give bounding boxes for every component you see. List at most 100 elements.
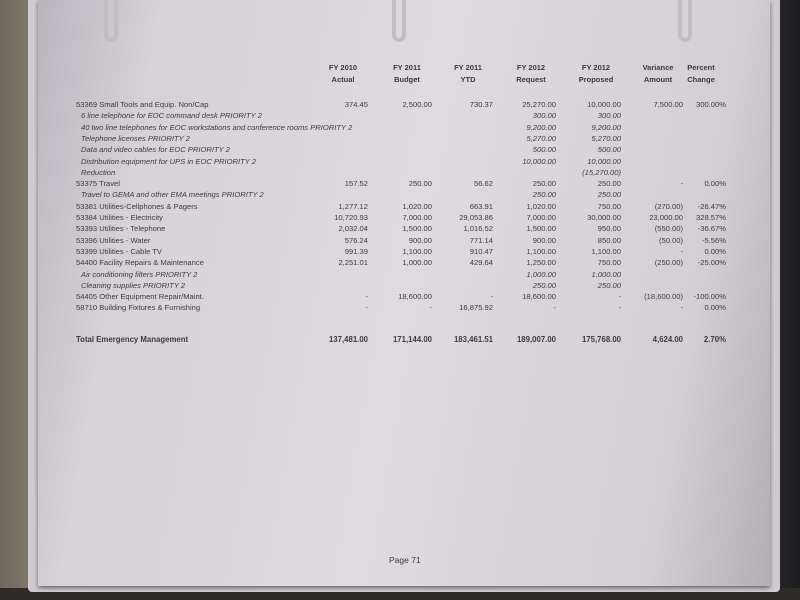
header-text: Proposed [578, 75, 614, 84]
cell-fy2010-actual: 576.24 [344, 235, 368, 245]
header-text: Amount [643, 75, 673, 84]
cell-fy2012-proposed: 500.00 [597, 145, 621, 155]
cell-variance-amount: (50.00) [658, 235, 683, 245]
cell-fy2012-proposed: 5,270.00 [591, 133, 621, 143]
row-label: 53396 Utilities - Water [76, 235, 151, 245]
row-label: Data and video cables for EOC PRIORITY 2 [81, 145, 230, 155]
cell-fy2011-ytd: 910.47 [469, 246, 493, 256]
detail-row: Telephone licenses PRIORITY 2 5,270.00 5,2… [0, 133, 800, 144]
cell-fy2011-budget: 250.00 [408, 179, 432, 189]
detail-row: 6 line telephone for EOC command desk PR… [0, 110, 800, 121]
detail-row: 40 two line telephones for EOC workstati… [0, 122, 800, 133]
row-label: 53381 Utilities-Cellphones & Pagers [76, 201, 198, 211]
cell-fy2012-proposed: 175,768.00 [581, 335, 621, 344]
cell-variance-amount: 23,000.00 [649, 213, 683, 222]
cell-fy2012-request: 18,600.00 [522, 292, 556, 302]
cell-fy2011-ytd: 16,875.92 [459, 303, 493, 313]
cell-variance-amount: 7,500.00 [653, 100, 683, 109]
document-page [38, 0, 770, 586]
line-item-row: 58710 Building Fixtures & Furnishing - - 16… [0, 302, 800, 313]
row-label: 53384 Utilities - Electricity [76, 213, 163, 222]
cell-fy2011-budget: 1,000.00 [402, 258, 432, 268]
cell-fy2011-budget: 1,100.00 [402, 246, 432, 256]
cell-fy2010-actual: - [365, 303, 368, 313]
cell-fy2012-request: 1,000.00 [526, 269, 556, 279]
header-text: YTD [460, 75, 476, 84]
cell-fy2012-proposed: (15,270.00) [582, 167, 621, 177]
row-label: 6 line telephone for EOC command desk PR… [81, 111, 262, 121]
column-header-percent-change: Percent Change [676, 62, 726, 86]
binder-ring-left [104, 0, 118, 42]
detail-row: Data and video cables for EOC PRIORITY 2… [0, 144, 800, 155]
header-text: FY 2012 [516, 63, 546, 72]
cell-percent-change: -100.00% [693, 292, 726, 302]
cell-variance-amount: (270.00) [654, 201, 683, 211]
cell-fy2012-request: - [553, 303, 556, 313]
cell-fy2012-proposed: - [618, 303, 621, 313]
cell-fy2010-actual: 10,720.93 [334, 213, 368, 222]
cell-variance-amount: (550.00) [654, 224, 683, 234]
row-label: Cleaning supplies PRIORITY 2 [81, 280, 186, 290]
cell-fy2012-request: 25,270.00 [522, 100, 556, 109]
cell-percent-change: -5.56% [701, 235, 726, 245]
detail-row: Air conditioning filters PRIORITY 2 1,000… [0, 269, 800, 280]
cell-variance-amount: - [680, 246, 683, 256]
cell-percent-change: 300.00% [696, 100, 726, 109]
row-label: 53375 Travel [76, 179, 120, 189]
cell-fy2012-proposed: 10,000.00 [587, 100, 621, 109]
cell-fy2012-proposed: 950.00 [597, 224, 621, 234]
cell-fy2011-budget: 18,600.00 [398, 292, 432, 302]
cell-fy2012-request: 1,100.00 [526, 246, 556, 256]
cell-fy2011-ytd: 1,016.52 [463, 224, 493, 234]
cell-percent-change: 328.57% [696, 213, 726, 222]
cell-percent-change: -25.00% [697, 258, 726, 268]
detail-row: Distribution equipment for UPS in EOC PR… [0, 156, 800, 167]
cell-fy2012-proposed: 1,100.00 [591, 246, 621, 256]
cell-fy2012-request: 7,000.00 [526, 213, 556, 222]
cell-fy2012-request: 1,250.00 [526, 258, 556, 268]
column-header-fy2011-budget: FY 2011 Budget [382, 62, 432, 86]
header-text: FY 2010 [328, 63, 358, 72]
detail-row: Travel to GEMA and other EMA meetings PR… [0, 189, 800, 200]
detail-row: Cleaning supplies PRIORITY 2 250.00 250.00 [0, 280, 800, 291]
cell-fy2010-actual: 991.39 [344, 246, 368, 256]
cell-percent-change: 0.00% [704, 303, 726, 313]
row-label: 54400 Facility Repairs & Maintenance [76, 258, 204, 268]
column-header-variance-amount: Variance Amount [633, 62, 683, 86]
cell-percent-change: -26.47% [697, 201, 726, 211]
cell-variance-amount: (250.00) [654, 258, 683, 268]
column-header-fy2010-actual: FY 2010 Actual [318, 62, 368, 86]
header-text: Request [516, 75, 546, 84]
cell-fy2012-request: 10,000.00 [522, 156, 556, 166]
row-label: 54405 Other Equipment Repair/Maint. [76, 292, 204, 302]
cell-percent-change: 0.00% [704, 246, 726, 256]
cell-fy2012-proposed: 250.00 [597, 190, 621, 200]
cell-fy2012-request: 189,007.00 [516, 335, 556, 344]
cell-fy2010-actual: 157.52 [344, 179, 368, 189]
cell-fy2011-ytd: 771.14 [469, 235, 493, 245]
cell-fy2012-request: 300.00 [532, 111, 556, 121]
row-label: 40 two line telephones for EOC workstati… [81, 122, 353, 132]
cell-fy2012-request: 5,270.00 [526, 133, 556, 143]
header-text: Change [687, 75, 715, 84]
cell-fy2012-request: 250.00 [532, 179, 556, 189]
cell-fy2011-ytd: 29,053.86 [459, 213, 493, 222]
row-label: Telephone licenses PRIORITY 2 [81, 133, 190, 143]
cell-fy2012-proposed: 250.00 [597, 280, 621, 290]
cell-fy2012-request: 1,500.00 [526, 224, 556, 234]
cell-fy2012-request: 250.00 [532, 190, 556, 200]
line-item-row: 53381 Utilities-Cellphones & Pagers 1,277… [0, 201, 800, 212]
header-text: Percent [687, 63, 715, 72]
line-item-row: 53369 Small Tools and Equip. Non/Cap 374.… [0, 99, 800, 110]
row-label: Distribution equipment for UPS in EOC PR… [81, 156, 257, 166]
cell-fy2011-budget: - [429, 303, 432, 313]
header-text: FY 2011 [393, 63, 421, 72]
cell-percent-change: -36.67% [697, 224, 726, 234]
line-item-row: 53375 Travel 157.52 250.00 56.62 250.00 250.0… [0, 178, 800, 189]
cell-fy2012-proposed: 300.00 [597, 111, 621, 121]
column-header-fy2012-proposed: FY 2012 Proposed [571, 62, 621, 86]
cell-fy2010-actual: 1,277.12 [338, 201, 368, 211]
cell-fy2012-proposed: 1,000.00 [591, 269, 621, 279]
cell-fy2012-proposed: 850.00 [597, 235, 621, 245]
cell-fy2012-request: 9,200.00 [526, 122, 556, 132]
